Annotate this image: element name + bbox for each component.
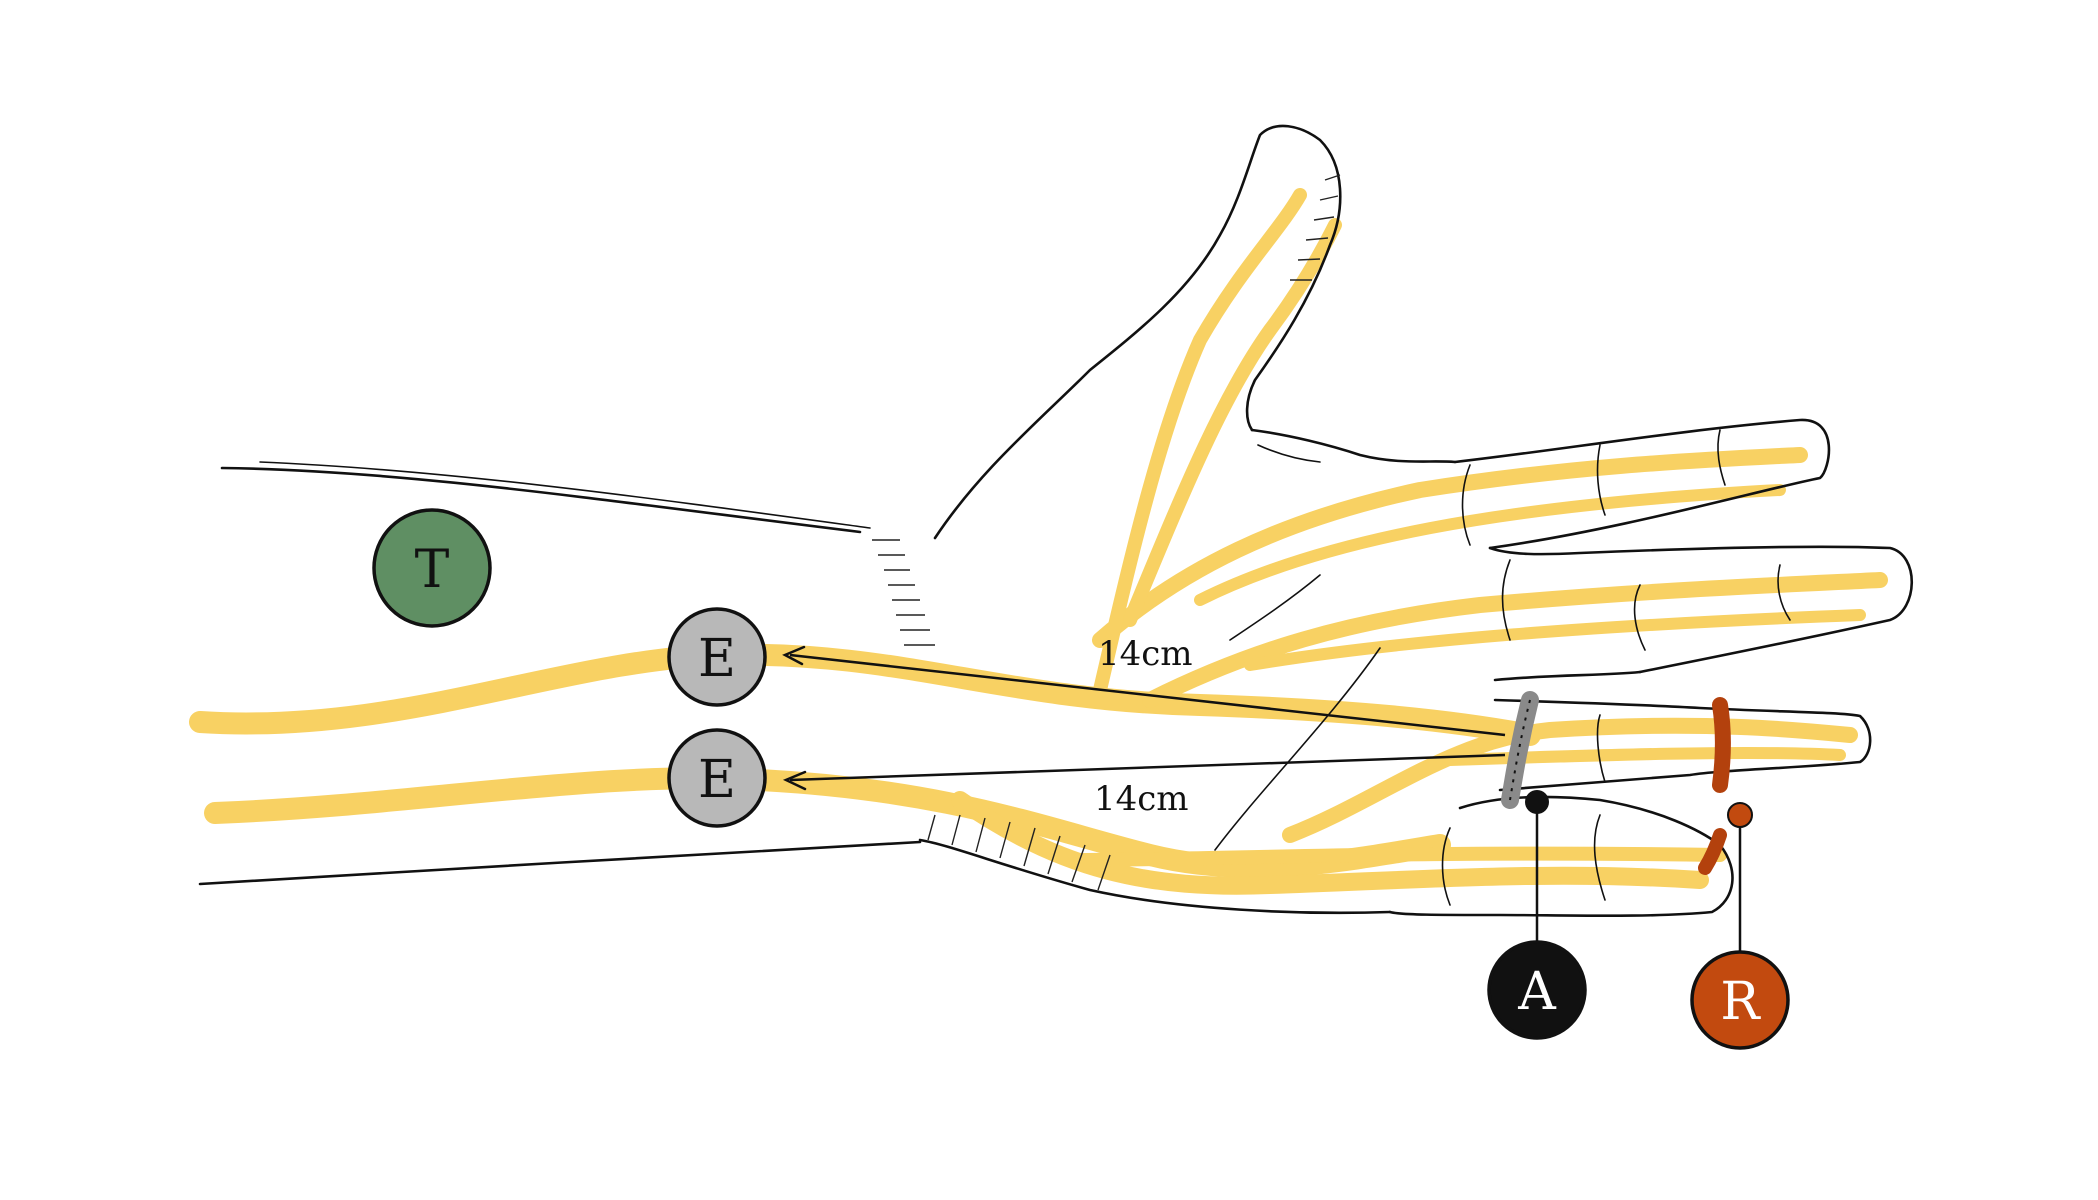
distance-arrow-upper [782,645,1506,737]
hatch-shadow-thumb [1290,174,1341,281]
leader-line-active [1525,790,1549,945]
reference-ring-electrode [1698,697,1731,875]
recording-electrode-lower-label: E [698,750,736,810]
recording-electrode-upper-badge: E [667,607,767,707]
reference-electrode-label: R [1720,972,1761,1032]
leader-line-reference [1727,802,1753,955]
active-ring-electrode [1501,691,1539,809]
arm-and-hand-outline [198,124,1913,918]
distance-label-lower: 14cm [1094,779,1189,819]
hatch-shadow-palm [927,814,1111,891]
active-electrode-label: A [1517,962,1557,1022]
recording-electrode-lower-badge: E [667,728,767,828]
ground-electrode-label: T [415,540,450,600]
ground-electrode-badge: T [372,508,492,628]
hatch-shadow-wrist [872,539,935,646]
recording-electrode-upper-label: E [698,629,736,689]
distance-label-upper: 14cm [1098,634,1193,674]
distance-arrow-lower [782,753,1506,791]
reference-electrode-badge: R [1690,950,1790,1050]
active-electrode-badge: A [1487,940,1587,1040]
